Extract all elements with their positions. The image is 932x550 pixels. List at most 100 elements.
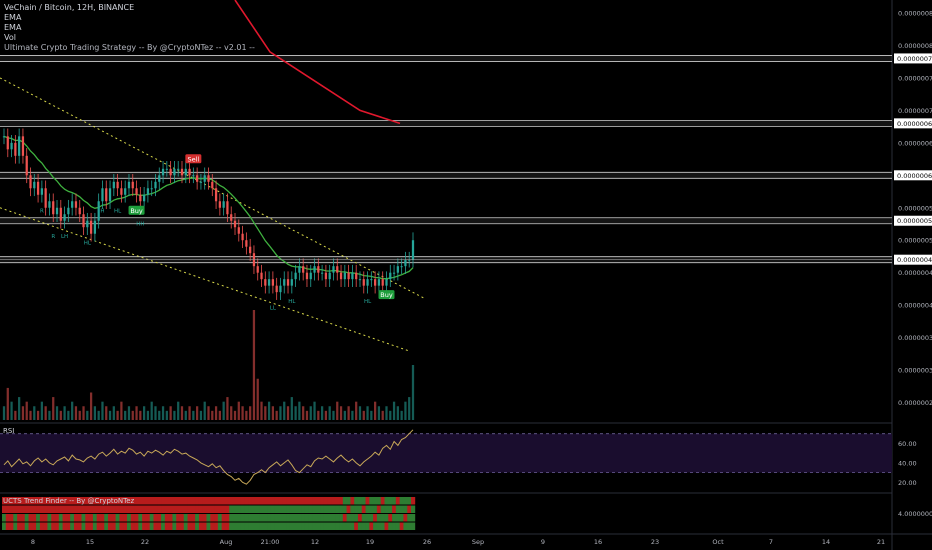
trend-cell [323, 505, 329, 513]
trend-cell [327, 497, 332, 505]
trend-cell [214, 514, 219, 522]
trend-cell [331, 497, 336, 505]
trend-cell [255, 514, 260, 522]
price-axis-label: 0.00000085 [898, 9, 932, 17]
trend-cell [66, 497, 71, 505]
candle-body [67, 207, 70, 215]
trend-finder-title[interactable]: UCTS Trend Finder -- By @CryptoNTez [3, 497, 135, 505]
volume-bar [233, 410, 237, 420]
volume-bar [101, 401, 104, 420]
volume-bar [317, 410, 320, 420]
candle-body [294, 272, 297, 280]
trend-cell [293, 497, 298, 505]
trend-cell [350, 514, 355, 522]
trend-cell [335, 514, 340, 522]
volume-bar [2, 406, 6, 420]
candle-body [169, 168, 172, 176]
candle-body [131, 181, 134, 189]
trend-cell [2, 514, 7, 522]
trend-cell [229, 497, 234, 505]
volume-bar [161, 406, 165, 420]
candle-body [336, 266, 339, 273]
volume-bar [108, 410, 112, 420]
volume-bar [116, 410, 119, 420]
candle-body [408, 259, 411, 261]
candle-body [55, 207, 59, 215]
symbol-title[interactable]: VeChain / Bitcoin, 12H, BINANCE [4, 3, 135, 12]
trend-cell [411, 522, 416, 530]
trend-cell [96, 514, 101, 522]
trend-cell [172, 497, 177, 505]
trend-cell [376, 514, 382, 522]
price-axis-label: 0.00000075 [898, 74, 932, 82]
trend-cell [365, 497, 370, 505]
legend-strategy[interactable]: Ultimate Crypto Trading Strategy -- By @… [4, 43, 255, 52]
trend-cell [138, 505, 143, 513]
candle-body [120, 188, 123, 195]
trend-cell [384, 505, 389, 513]
volume-bar [105, 406, 108, 420]
trend-cell [248, 514, 253, 522]
trend-cell [2, 497, 7, 505]
volume-bar [173, 410, 176, 420]
legend-ema-2[interactable]: EMA [4, 23, 22, 32]
legend-volume[interactable]: Vol [4, 33, 16, 42]
candle-body [214, 188, 218, 202]
volume-bar [343, 410, 346, 420]
trend-cell [130, 522, 135, 530]
candle-body [89, 220, 93, 234]
trend-cell [346, 522, 351, 530]
chart-legend: VeChain / Bitcoin, 12H, BINANCE EMA EMA … [4, 3, 255, 53]
price-highlight-label: 0.00000047 [897, 256, 932, 264]
candle-body [71, 201, 74, 208]
trend-cell [187, 497, 192, 505]
candle-body [328, 272, 331, 280]
trend-cell [357, 522, 363, 530]
trend-cell [233, 514, 238, 522]
trend-cell [172, 505, 177, 513]
legend-ema-1[interactable]: EMA [4, 13, 22, 22]
candle-body [290, 279, 293, 286]
volume-bar [44, 406, 47, 420]
trend-cell [255, 505, 260, 513]
trend-cell [145, 497, 151, 505]
volume-bar [347, 406, 350, 420]
candle-body [97, 201, 100, 221]
price-axis-label: 0.00000065 [898, 139, 932, 147]
trend-cell [354, 497, 359, 505]
trend-cell [96, 497, 101, 505]
trend-cell [399, 522, 404, 530]
candle-body [389, 272, 392, 280]
trend-cell [263, 505, 268, 513]
trend-cell [9, 514, 14, 522]
trend-cell [274, 505, 279, 513]
time-axis-label: 16 [594, 538, 602, 546]
trend-cell [263, 514, 268, 522]
volume-bar [59, 410, 62, 420]
trend-cell [331, 522, 336, 530]
trend-cell [278, 505, 283, 513]
trend-cell [66, 505, 71, 513]
trend-cell [240, 514, 245, 522]
trend-cell [24, 514, 29, 522]
candle-body [241, 233, 244, 241]
trend-cell [395, 514, 401, 522]
volume-bar [362, 410, 365, 420]
trend-cell [17, 497, 22, 505]
trend-cell [149, 497, 154, 505]
sell-label: Sell [187, 155, 199, 163]
trend-cell [267, 505, 272, 513]
trend-cell [161, 505, 166, 513]
trend-cell [373, 522, 378, 530]
candle-body [29, 175, 32, 189]
time-axis-label: 7 [769, 538, 773, 546]
trend-cell [66, 522, 71, 530]
trend-cell [51, 522, 56, 530]
volume-bar [249, 406, 252, 420]
candle-body [275, 285, 278, 293]
rsi-title[interactable]: RSI [3, 427, 15, 435]
trend-cell [357, 514, 363, 522]
trend-cell [392, 505, 397, 513]
trend-cell [142, 522, 147, 530]
